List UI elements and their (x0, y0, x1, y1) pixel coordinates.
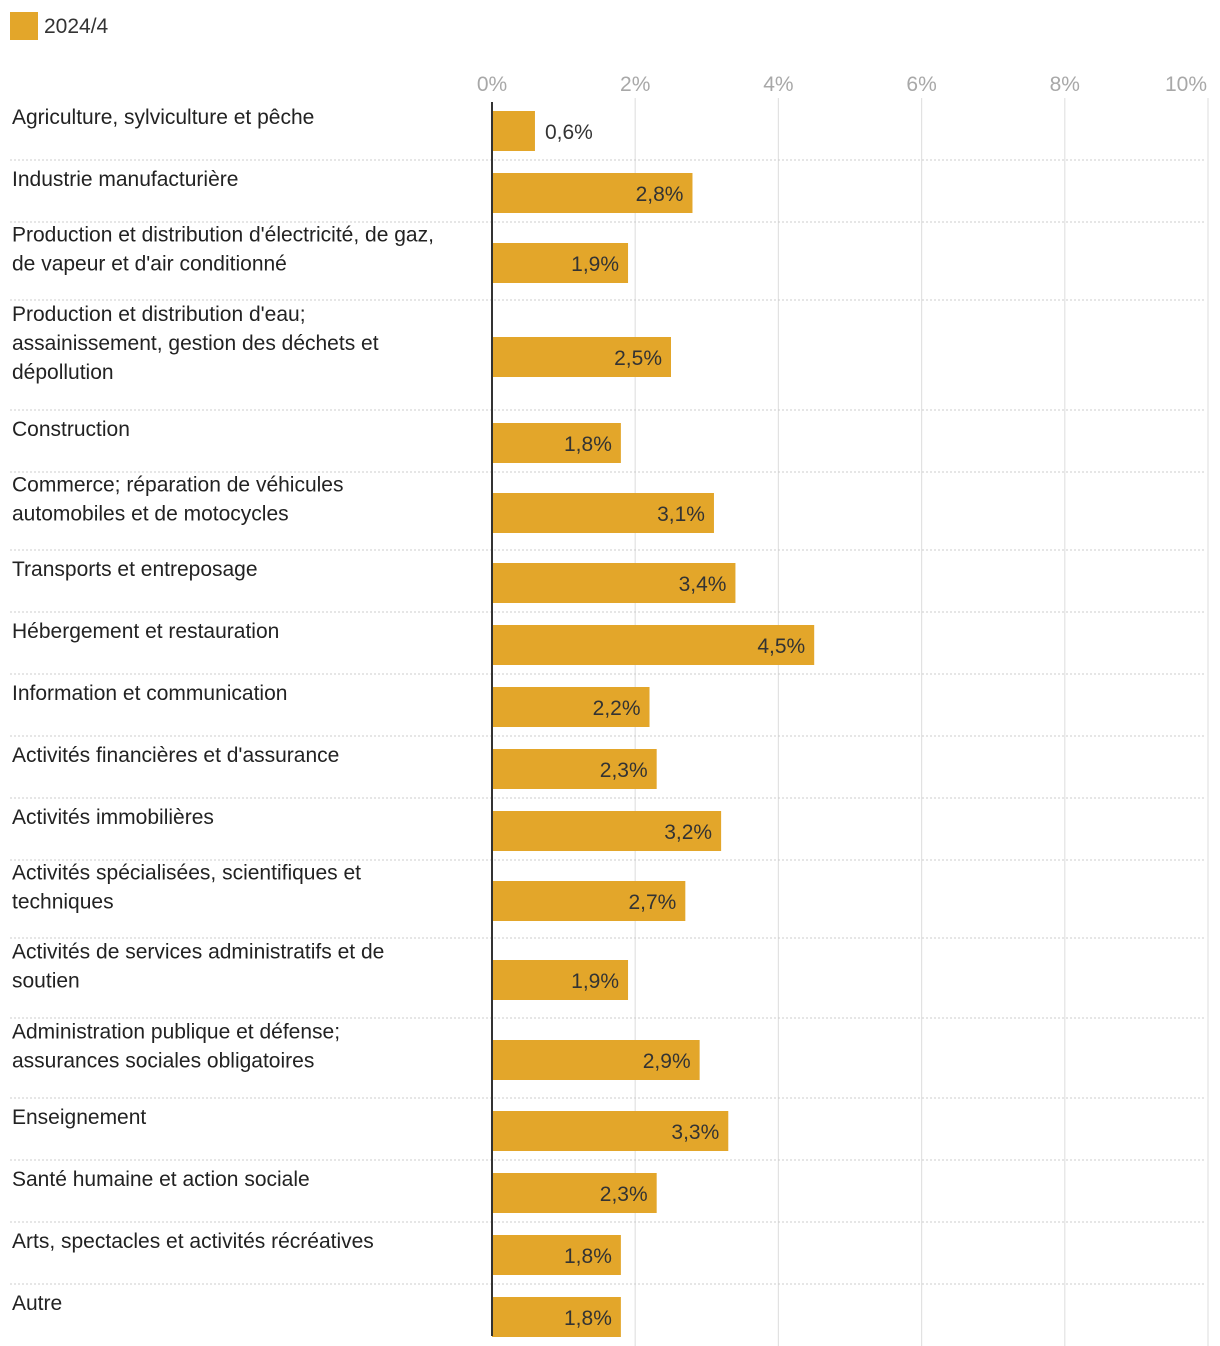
category-label: Arts, spectacles et activités récréative… (12, 1230, 374, 1253)
category-label: Activités de services administratifs et … (12, 941, 384, 993)
bar (492, 687, 650, 727)
value-label: 1,8% (564, 433, 612, 456)
value-label: 2,2% (593, 697, 641, 720)
category-label-line: automobiles et de motocycles (12, 503, 289, 526)
x-tick-label: 10% (1165, 73, 1207, 96)
category-label-line: Production et distribution d'eau; (12, 303, 306, 326)
category-label: Activités financières et d'assurance (12, 744, 339, 767)
bar (492, 493, 714, 533)
bar (492, 243, 629, 283)
category-label-line: Activités immobilières (12, 806, 214, 829)
category-label: Enseignement (12, 1106, 146, 1129)
bar (492, 423, 621, 463)
category-label-line: Hébergement et restauration (12, 620, 279, 643)
category-label-line: assurances sociales obligatoires (12, 1050, 314, 1073)
category-label-line: Arts, spectacles et activités récréative… (12, 1230, 374, 1253)
legend: 2024/4 (10, 12, 109, 40)
category-label-line: soutien (12, 970, 80, 993)
category-label-line: Information et communication (12, 682, 287, 705)
value-label: 2,3% (600, 1183, 648, 1206)
category-label-line: dépollution (12, 361, 114, 384)
legend-swatch (10, 12, 38, 40)
category-label: Information et communication (12, 682, 287, 705)
category-label: Transports et entreposage (12, 558, 258, 581)
value-label: 3,3% (671, 1121, 719, 1144)
value-label: 2,8% (636, 183, 684, 206)
bar (492, 625, 815, 665)
bar (492, 111, 535, 151)
row-separators (10, 159, 1206, 1285)
category-label: Autre (12, 1292, 62, 1315)
bar (492, 1173, 657, 1213)
value-label: 2,3% (600, 759, 648, 782)
category-label-line: Agriculture, sylviculture et pêche (12, 106, 314, 129)
category-label-line: Production et distribution d'électricité… (12, 224, 434, 247)
category-label: Hébergement et restauration (12, 620, 279, 643)
value-label: 2,9% (643, 1050, 691, 1073)
x-tick-label: 8% (1050, 73, 1080, 96)
category-label-line: Enseignement (12, 1106, 146, 1129)
bar (492, 1235, 621, 1275)
category-label-line: Transports et entreposage (12, 558, 258, 581)
bars (492, 111, 815, 1337)
category-label: Construction (12, 418, 130, 441)
category-label: Production et distribution d'électricité… (12, 224, 434, 276)
value-label: 1,8% (564, 1245, 612, 1268)
category-label-line: techniques (12, 891, 114, 914)
value-labels: 0,6% 2,8% 1,9% 2,5% 1,8% 3,1% 3,4% 4,5% 2,2% 2,3%… (545, 121, 805, 1330)
category-label-line: de vapeur et d'air conditionné (12, 253, 287, 276)
bar (492, 1297, 621, 1337)
category-label-line: Autre (12, 1292, 62, 1315)
value-label: 4,5% (757, 635, 805, 658)
value-label: 0,6% (545, 121, 593, 144)
bar (492, 337, 671, 377)
category-label-line: Activités financières et d'assurance (12, 744, 339, 767)
category-label-line: assainissement, gestion des déchets et (12, 332, 379, 355)
category-labels: Agriculture, sylviculture et pêche Indust… (12, 106, 434, 1315)
category-label-line: Santé humaine et action sociale (12, 1168, 310, 1191)
gridlines (634, 98, 1209, 1346)
value-label: 1,8% (564, 1307, 612, 1330)
category-label-line: Industrie manufacturière (12, 168, 238, 191)
category-label-line: Activités spécialisées, scientifiques et (12, 862, 361, 885)
value-label: 2,7% (628, 891, 676, 914)
x-tick-label: 0% (477, 73, 507, 96)
category-label: Agriculture, sylviculture et pêche (12, 106, 314, 129)
category-label: Santé humaine et action sociale (12, 1168, 310, 1191)
category-label-line: Administration publique et défense; (12, 1021, 340, 1044)
bar (492, 811, 722, 851)
bar (492, 881, 686, 921)
value-label: 1,9% (571, 970, 619, 993)
category-label: Industrie manufacturière (12, 168, 238, 191)
bar (492, 749, 657, 789)
value-label: 1,9% (571, 253, 619, 276)
value-label: 3,2% (664, 821, 712, 844)
bar (492, 960, 629, 1000)
bar (492, 1040, 700, 1080)
category-label: Production et distribution d'eau; assaini… (12, 303, 379, 384)
category-label-line: Construction (12, 418, 130, 441)
x-tick-label: 2% (620, 73, 650, 96)
value-label: 3,1% (657, 503, 705, 526)
category-label: Activités spécialisées, scientifiques et… (12, 862, 361, 914)
bar (492, 173, 693, 213)
bar (492, 563, 736, 603)
x-tick-label: 6% (906, 73, 936, 96)
category-label: Activités immobilières (12, 806, 214, 829)
x-axis-ticks: 0% 2% 4% 6% 8% 10% (477, 73, 1207, 96)
value-label: 2,5% (614, 347, 662, 370)
legend-label: 2024/4 (44, 15, 109, 38)
category-label: Administration publique et défense; assur… (12, 1021, 340, 1073)
value-label: 3,4% (679, 573, 727, 596)
x-tick-label: 4% (763, 73, 793, 96)
category-label: Commerce; réparation de véhicules automob… (12, 474, 344, 526)
category-label-line: Activités de services administratifs et … (12, 941, 384, 964)
category-label-line: Commerce; réparation de véhicules (12, 474, 344, 497)
bar (492, 1111, 729, 1151)
